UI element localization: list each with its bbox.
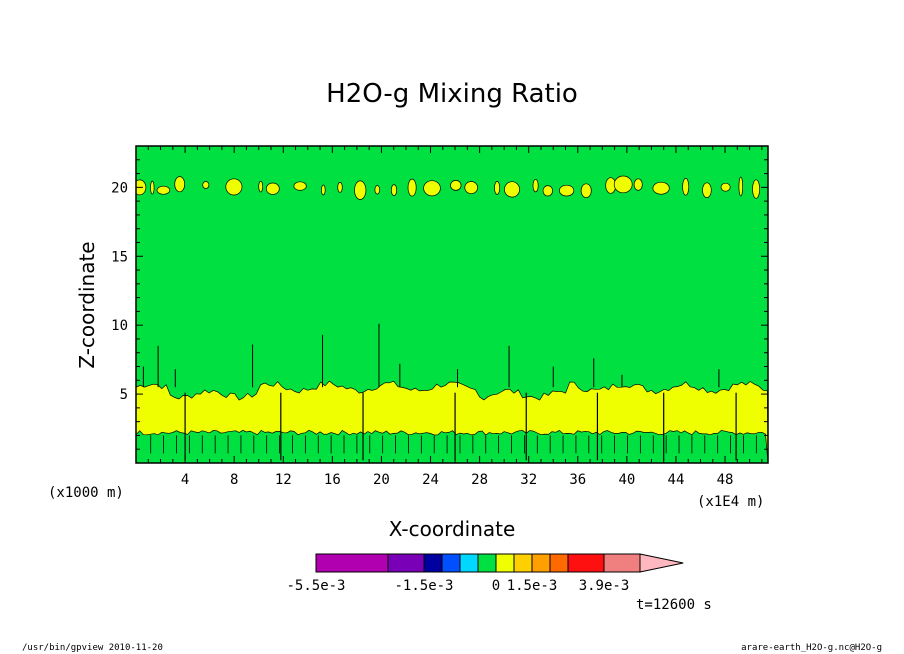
colorbar-label: -5.5e-3 <box>286 578 345 594</box>
colorbar-swatch <box>477 553 497 573</box>
y-axis: 5 10 15 20 <box>111 159 768 450</box>
yellow-blob <box>225 178 243 196</box>
colorbar-swatch <box>513 553 533 573</box>
x-tick-label: 8 <box>230 472 238 488</box>
yellow-blob <box>559 184 575 197</box>
yellow-blob <box>652 181 670 195</box>
yellow-blob <box>613 175 633 194</box>
colorbar-label: 1.5e-3 <box>507 578 558 594</box>
colorbar-swatch <box>567 553 605 573</box>
colorbar-label: 3.9e-3 <box>579 578 630 594</box>
yellow-blob <box>580 183 592 198</box>
plot-area <box>135 145 769 464</box>
yellow-blob <box>150 180 155 195</box>
yellow-blob <box>494 181 501 195</box>
x-tick-label: 20 <box>373 472 390 488</box>
x-tick-label: 48 <box>717 472 734 488</box>
yellow-blob <box>752 179 761 199</box>
x-tick-label: 12 <box>275 472 292 488</box>
colorbar-arrow <box>639 553 684 573</box>
colorbar <box>315 553 684 573</box>
colorbar-swatch <box>315 553 389 573</box>
contour-walls <box>150 392 757 461</box>
yellow-blob <box>407 178 417 197</box>
colorbar-swatch <box>423 553 443 573</box>
x-tick-label: 28 <box>471 472 488 488</box>
colorbar-swatch <box>549 553 569 573</box>
x-tick-label: 40 <box>618 472 635 488</box>
y-units-label: (x1000 m) <box>48 485 124 501</box>
chart-title: H2O-g Mixing Ratio <box>326 79 578 109</box>
time-label: t=12600 s <box>636 597 712 613</box>
x-tick-label: 44 <box>668 472 685 488</box>
yellow-blob <box>374 185 381 195</box>
yellow-blob <box>702 182 712 198</box>
lower-green-band <box>136 429 768 463</box>
yellow-blob <box>423 180 441 197</box>
x-tick-label: 32 <box>520 472 537 488</box>
yellow-blob <box>202 181 210 189</box>
yellow-blob <box>464 181 478 195</box>
colorbar-label: 0 <box>492 578 500 594</box>
yellow-blob <box>504 181 520 198</box>
colorbar-swatch <box>603 553 641 573</box>
y-tick-label: 15 <box>111 249 128 265</box>
yellow-blob <box>174 176 186 193</box>
yellow-blob <box>258 180 264 193</box>
plot-frame <box>135 145 769 464</box>
yellow-blob <box>293 181 307 191</box>
yellow-blob <box>265 182 280 195</box>
colorbar-label: -1.5e-3 <box>394 578 453 594</box>
yellow-blob <box>682 178 690 196</box>
yellow-blob <box>532 178 539 193</box>
colorbar-swatch <box>531 553 551 573</box>
yellow-blob <box>738 176 744 197</box>
x-axis: 4 8 12 16 20 24 28 32 36 40 44 48 <box>147 146 763 488</box>
x-units-label: (x1E4 m) <box>697 494 764 510</box>
x-tick-label: 16 <box>324 472 341 488</box>
x-tick-label: 4 <box>181 472 189 488</box>
y-tick-label: 10 <box>111 318 128 334</box>
footer-right: arare-earth_H2O-g.nc@H2O-g <box>741 643 882 653</box>
yellow-blob <box>321 184 326 196</box>
yellow-blob <box>450 180 462 191</box>
colorbar-swatch <box>459 553 479 573</box>
yellow-blob <box>542 185 553 197</box>
y-axis-title: Z-coordinate <box>75 241 99 368</box>
yellow-blob <box>390 184 398 196</box>
yellow-blob <box>720 182 731 192</box>
y-tick-label: 5 <box>120 387 128 403</box>
contour-spikes <box>142 323 720 388</box>
y-tick-label: 20 <box>111 180 128 196</box>
x-tick-label: 24 <box>422 472 439 488</box>
x-tick-label: 36 <box>569 472 586 488</box>
upper-yellow-blobs <box>136 175 761 200</box>
colorbar-swatch <box>441 553 461 573</box>
x-axis-title: X-coordinate <box>389 517 516 541</box>
yellow-blob <box>354 180 367 200</box>
colorbar-swatch <box>495 553 515 573</box>
colorbar-swatch <box>387 553 425 573</box>
footer-left: /usr/bin/gpview 2010-11-20 <box>22 643 163 653</box>
yellow-blob <box>156 185 171 195</box>
yellow-blob <box>633 178 643 191</box>
yellow-blob <box>337 182 343 193</box>
colorbar-labels: -5.5e-3 -1.5e-3 0 1.5e-3 3.9e-3 <box>286 578 629 594</box>
